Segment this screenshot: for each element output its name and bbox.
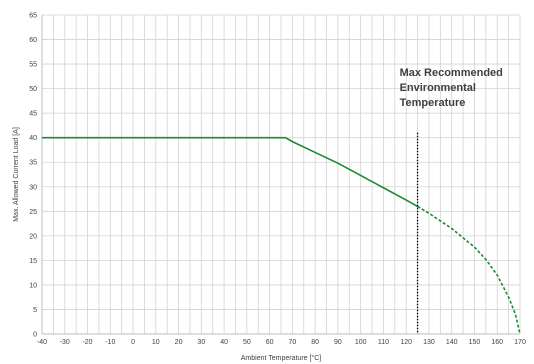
y-tick-label: 5 bbox=[33, 307, 37, 314]
x-tick-label: 40 bbox=[220, 339, 228, 346]
series bbox=[42, 136, 521, 335]
annotations: Max Recommended Environmental Temperatur… bbox=[400, 67, 503, 334]
y-tick-label: 60 bbox=[29, 37, 37, 44]
x-tick-label: 30 bbox=[197, 339, 205, 346]
y-tick-label: 15 bbox=[29, 258, 37, 265]
x-tick-label: 70 bbox=[288, 339, 296, 346]
y-tick-label: 45 bbox=[29, 111, 37, 118]
annotation-line-2: Environmental bbox=[400, 82, 476, 94]
grid bbox=[41, 14, 521, 335]
tick-labels: -40 -30 -20 -10 0 10 20 30 40 50 60 70 80 90 100 110 120… bbox=[29, 13, 526, 347]
x-tick-label: 10 bbox=[152, 339, 160, 346]
x-tick-label: -40 bbox=[37, 339, 47, 346]
y-tick-label: 50 bbox=[29, 86, 37, 93]
x-tick-label: -30 bbox=[60, 339, 70, 346]
x-tick-label: 50 bbox=[243, 339, 251, 346]
x-axis-title: Ambient Temperature [°C] bbox=[241, 354, 322, 362]
y-tick-label: 65 bbox=[29, 13, 37, 20]
derating-curve-solid bbox=[42, 136, 418, 208]
derating-curve-dashed bbox=[417, 205, 521, 335]
annotation-line-3: Temperature bbox=[400, 97, 466, 109]
x-tick-label: 160 bbox=[491, 339, 503, 346]
y-tick-label: 35 bbox=[29, 160, 37, 167]
y-tick-label: 40 bbox=[29, 135, 37, 142]
x-tick-label: 0 bbox=[131, 339, 135, 346]
y-axis-title: Max. Allowed Current Load [A] bbox=[13, 127, 20, 222]
annotation-line-1: Max Recommended bbox=[400, 67, 503, 79]
x-tick-label: 150 bbox=[469, 339, 481, 346]
x-tick-label: 100 bbox=[355, 339, 367, 346]
x-tick-label: 120 bbox=[400, 339, 412, 346]
x-tick-label: 130 bbox=[423, 339, 435, 346]
x-tick-label: 20 bbox=[175, 339, 183, 346]
x-tick-label: 80 bbox=[311, 339, 319, 346]
y-tick-label: 30 bbox=[29, 184, 37, 191]
y-tick-label: 25 bbox=[29, 209, 37, 216]
y-tick-label: 20 bbox=[29, 233, 37, 240]
x-tick-label: 140 bbox=[446, 339, 458, 346]
y-tick-label: 0 bbox=[33, 332, 37, 339]
x-tick-label: -20 bbox=[82, 339, 92, 346]
axes bbox=[41, 15, 520, 335]
x-tick-label: 110 bbox=[378, 339, 389, 346]
x-tick-label: 60 bbox=[266, 339, 274, 346]
y-tick-label: 10 bbox=[29, 282, 37, 289]
x-tick-label: 170 bbox=[514, 339, 526, 346]
y-tick-label: 55 bbox=[29, 62, 37, 69]
x-tick-label: 90 bbox=[334, 339, 342, 346]
x-tick-label: -10 bbox=[105, 339, 115, 346]
